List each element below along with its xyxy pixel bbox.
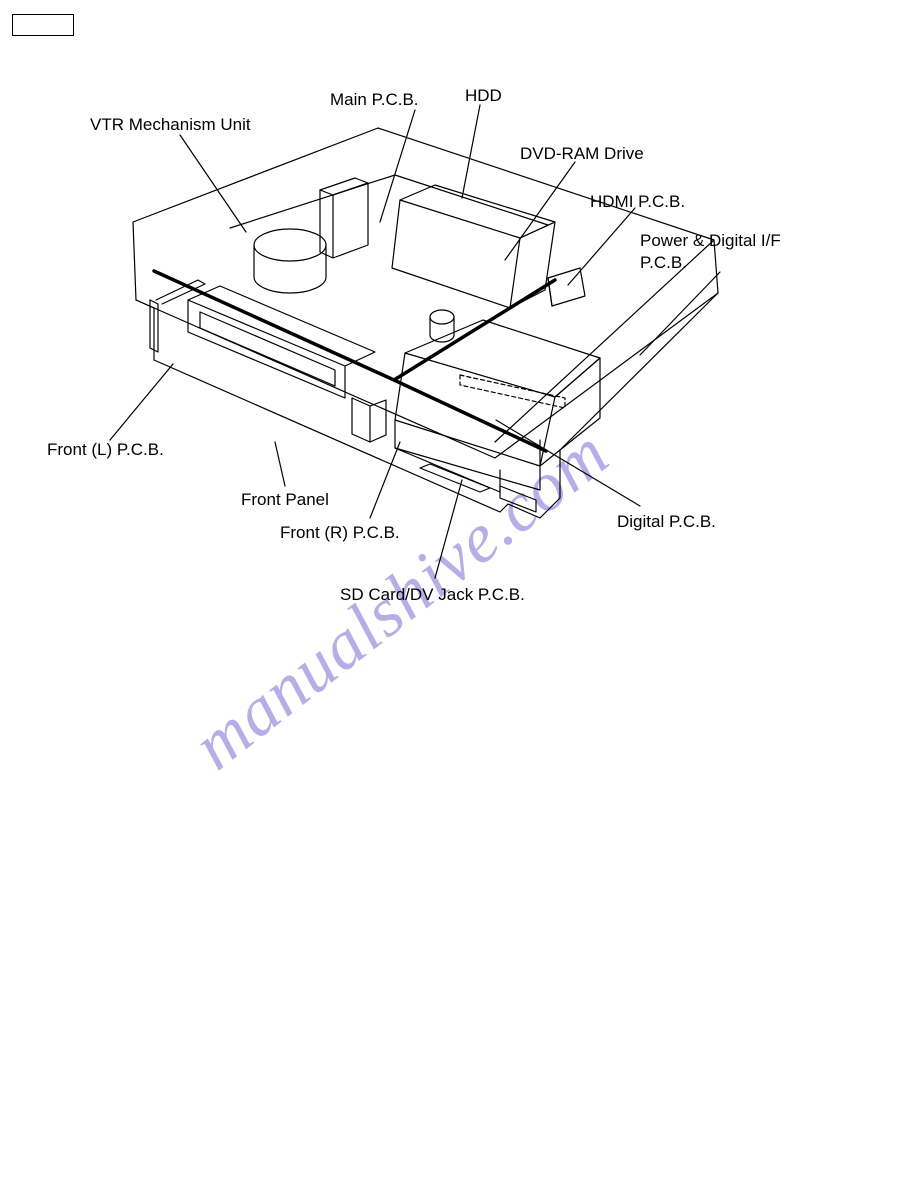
dvd-drive-top [405, 320, 600, 397]
label-front-r: Front (R) P.C.B. [280, 523, 400, 543]
vtr-tall-box [320, 178, 368, 258]
small-cylinder-side [430, 317, 454, 342]
hdd-box-top [400, 185, 555, 238]
hdmi-pcb-piece [548, 268, 585, 306]
main-pcb-edge [230, 175, 548, 228]
thick-bar-1 [154, 271, 555, 380]
leader-front-l [110, 364, 173, 440]
front-slot-front [188, 300, 345, 398]
label-hdmi-pcb: HDMI P.C.B. [590, 192, 685, 212]
label-power-digital: Power & Digital I/F P.C.B. [640, 230, 781, 274]
vtr-cylinder-top [254, 229, 326, 261]
leader-power-dig [640, 272, 720, 355]
label-hdd: HDD [465, 86, 502, 106]
leader-front-r [370, 442, 400, 518]
leader-vtr [180, 135, 246, 232]
label-digital-pcb: Digital P.C.B. [617, 512, 716, 532]
vtr-cylinder-side [254, 245, 326, 293]
label-vtr: VTR Mechanism Unit [90, 115, 251, 135]
label-dvd-ram: DVD-RAM Drive [520, 144, 644, 164]
leader-front-panel [275, 442, 285, 486]
label-front-l: Front (L) P.C.B. [47, 440, 164, 460]
leader-sd-card [435, 480, 462, 578]
label-power-digital-line2: P.C.B. [640, 253, 687, 272]
front-bottom-tray [395, 440, 540, 490]
leader-dvd-ram [505, 162, 575, 260]
chassis-inner-edge [136, 293, 718, 458]
leader-hdd [462, 105, 480, 198]
label-sd-card: SD Card/DV Jack P.C.B. [340, 585, 525, 605]
front-bottom-notch-1 [420, 464, 490, 492]
label-main-pcb: Main P.C.B. [330, 90, 419, 110]
label-front-panel: Front Panel [241, 490, 329, 510]
front-right-step [395, 420, 500, 492]
dvd-drive-side [540, 358, 600, 466]
label-power-digital-line1: Power & Digital I/F [640, 231, 781, 250]
small-cylinder-top [430, 310, 454, 324]
leader-hdmi [568, 208, 635, 285]
chassis-top-outline [133, 128, 718, 518]
vtr-tall-box-top [320, 183, 368, 195]
hdd-box-front [392, 200, 520, 308]
leader-main-pcb [380, 110, 415, 222]
front-panel-bracket [352, 398, 386, 442]
